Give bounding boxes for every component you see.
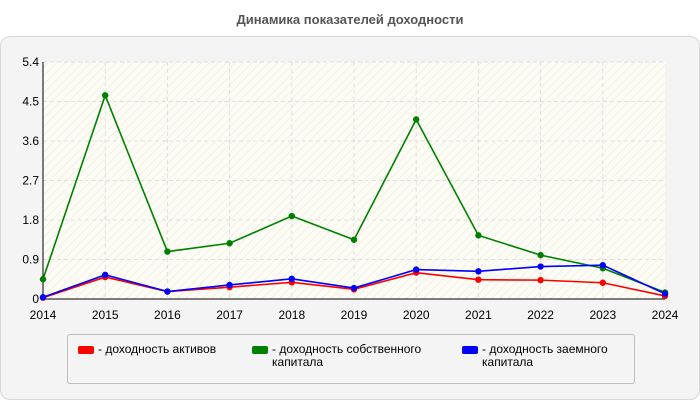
- series-point-1: [226, 240, 233, 247]
- legend-label-debt: - доходность заемного капитала: [482, 342, 608, 369]
- series-point-2: [413, 266, 420, 273]
- series-point-2: [599, 262, 606, 269]
- x-tick-label: 2021: [465, 308, 492, 322]
- legend-label-assets: - доходность активов: [98, 342, 217, 356]
- series-point-1: [475, 232, 482, 239]
- series-point-2: [661, 290, 669, 297]
- series-point-2: [102, 271, 109, 279]
- legend-swatch-equity: [252, 346, 268, 354]
- series-point-2: [288, 275, 295, 283]
- series-point-0: [599, 279, 606, 286]
- series-point-1: [164, 248, 171, 255]
- series-point-1: [413, 116, 420, 123]
- x-tick-label: 2024: [652, 308, 679, 322]
- x-tick-label: 2019: [341, 308, 368, 322]
- series-point-2: [39, 294, 47, 301]
- x-tick-label: 2020: [403, 308, 430, 322]
- x-tick-label: 2022: [527, 308, 554, 322]
- legend-swatch-debt: [462, 346, 478, 354]
- series-point-2: [537, 263, 544, 270]
- series-point-1: [350, 236, 358, 243]
- legend-swatch-assets: [78, 346, 94, 354]
- series-point-2: [226, 281, 233, 289]
- x-tick-label: 2014: [30, 308, 57, 322]
- series-point-1: [39, 276, 47, 283]
- x-tick-label: 2023: [589, 308, 616, 322]
- y-tick-label: 4.5: [22, 95, 39, 109]
- y-tick-label: 0: [32, 292, 39, 306]
- x-tick-label: 2017: [216, 308, 243, 322]
- legend: - доходность активов - доходность собств…: [67, 334, 635, 384]
- y-tick-label: 1.8: [22, 213, 39, 227]
- series-point-0: [475, 276, 482, 283]
- y-tick-label: 5.4: [22, 55, 39, 69]
- series-point-1: [537, 251, 544, 259]
- y-tick-label: 0.9: [22, 253, 39, 267]
- series-point-1: [288, 212, 295, 220]
- series-point-0: [537, 276, 544, 284]
- series-point-2: [350, 284, 358, 292]
- legend-label-equity: - доходность собственного капитала: [272, 342, 422, 369]
- y-tick-label: 3.6: [22, 134, 39, 148]
- x-tick-label: 2018: [278, 308, 305, 322]
- chart-title: Динамика показателей доходности: [236, 12, 464, 27]
- series-point-2: [475, 268, 482, 275]
- x-tick-label: 2016: [154, 308, 181, 322]
- series-point-1: [102, 92, 109, 99]
- y-tick-label: 2.7: [22, 174, 39, 188]
- x-tick-label: 2015: [92, 308, 119, 322]
- series-point-2: [164, 288, 171, 295]
